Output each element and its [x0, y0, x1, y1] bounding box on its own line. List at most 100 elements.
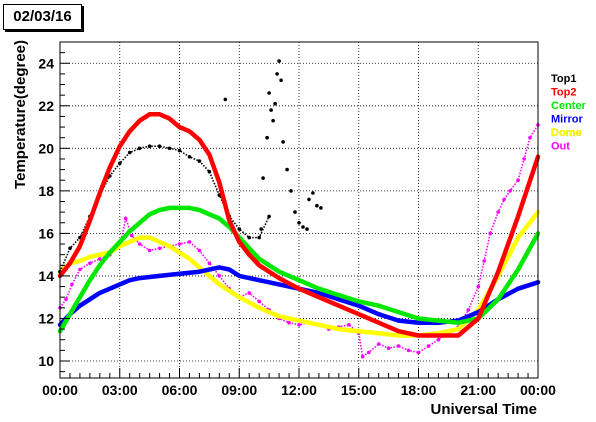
data-point — [223, 97, 228, 102]
data-point — [482, 259, 487, 263]
data-point — [315, 203, 319, 208]
data-point — [197, 159, 202, 163]
data-point — [502, 197, 506, 202]
data-point — [167, 146, 172, 151]
x-tick-label: 18:00 — [401, 382, 437, 398]
data-point — [289, 189, 293, 193]
data-point — [247, 291, 251, 295]
data-point — [319, 206, 323, 210]
series-top1-scattered — [223, 59, 323, 231]
x-tick-label: 03:00 — [102, 382, 138, 398]
y-tick-label: 18 — [38, 183, 54, 199]
data-point — [207, 261, 212, 266]
x-tick-label: 21:00 — [460, 382, 496, 398]
data-point — [257, 299, 262, 304]
data-point — [376, 342, 381, 346]
legend-item-center: Center — [551, 100, 587, 112]
data-point — [197, 248, 202, 253]
data-point — [396, 344, 401, 348]
data-point — [137, 242, 142, 246]
y-axis-label: Temperature(degree) — [12, 40, 29, 189]
data-point — [267, 214, 271, 219]
series-line-top2 — [57, 112, 541, 338]
x-tick-label: 12:00 — [281, 382, 317, 398]
data-point — [528, 135, 532, 140]
data-point — [301, 225, 305, 229]
data-point — [522, 157, 526, 161]
data-point — [275, 72, 279, 76]
data-point — [207, 169, 212, 174]
data-point — [285, 167, 289, 172]
data-point — [496, 210, 501, 214]
data-point — [416, 350, 421, 355]
data-point — [386, 346, 391, 351]
x-tick-label: 00:00 — [520, 382, 556, 398]
data-point — [271, 118, 275, 123]
data-point — [347, 323, 351, 327]
y-tick-label: 12 — [38, 310, 54, 326]
legend-item-top1: Top1 — [551, 73, 576, 85]
legend-item-top2: Top2 — [551, 87, 576, 99]
y-tick-label: 16 — [38, 225, 54, 241]
series-layer — [57, 59, 541, 359]
data-point — [311, 191, 315, 195]
data-point — [177, 242, 182, 246]
data-point — [237, 227, 242, 231]
data-point — [127, 150, 132, 155]
data-point — [297, 323, 301, 327]
series-center — [57, 205, 541, 334]
data-point — [267, 91, 271, 95]
data-point — [257, 235, 262, 240]
data-point — [177, 148, 182, 153]
data-point — [259, 227, 264, 231]
data-point — [261, 176, 265, 180]
data-point — [406, 348, 411, 353]
data-point — [436, 337, 441, 342]
data-point — [426, 344, 431, 348]
data-point — [265, 135, 269, 140]
y-tick-label: 20 — [38, 140, 54, 156]
data-point — [118, 161, 122, 165]
data-point — [147, 144, 152, 148]
data-point — [64, 297, 68, 302]
y-tick-label: 22 — [38, 98, 54, 114]
legend-item-out: Out — [551, 141, 570, 153]
data-point — [366, 350, 371, 355]
y-tick-label: 10 — [38, 353, 54, 369]
data-point — [129, 233, 134, 238]
data-point — [277, 59, 281, 63]
data-point — [157, 144, 162, 148]
data-point — [247, 235, 251, 240]
data-point — [508, 189, 512, 193]
series-line-center — [57, 205, 541, 334]
data-point — [147, 248, 152, 253]
y-tick-label: 14 — [38, 268, 54, 284]
axes: 10 12 14 16 18 20 22 24 00:00 03:00 06:00 09:00 12:0… — [38, 52, 556, 398]
data-point — [287, 320, 291, 325]
data-point — [123, 216, 128, 221]
y-tick-label: 24 — [38, 55, 54, 71]
data-point — [78, 267, 82, 272]
data-point — [217, 274, 222, 278]
data-point — [297, 221, 301, 225]
data-point — [98, 257, 102, 261]
data-point — [466, 308, 471, 312]
data-point — [68, 246, 72, 251]
x-axis-label: Universal Time — [431, 401, 537, 418]
data-point — [88, 261, 92, 266]
legend-item-mirror: Mirror — [551, 114, 584, 126]
data-point — [360, 354, 365, 359]
data-point — [137, 146, 142, 151]
data-point — [488, 231, 493, 236]
x-tick-label: 00:00 — [42, 382, 78, 398]
data-point — [516, 178, 520, 182]
series-top2 — [57, 112, 541, 338]
data-point — [476, 284, 481, 289]
x-tick-label: 06:00 — [162, 382, 198, 398]
data-point — [307, 197, 311, 202]
data-point — [281, 140, 285, 144]
x-tick-label: 09:00 — [221, 382, 257, 398]
data-point — [187, 155, 192, 159]
